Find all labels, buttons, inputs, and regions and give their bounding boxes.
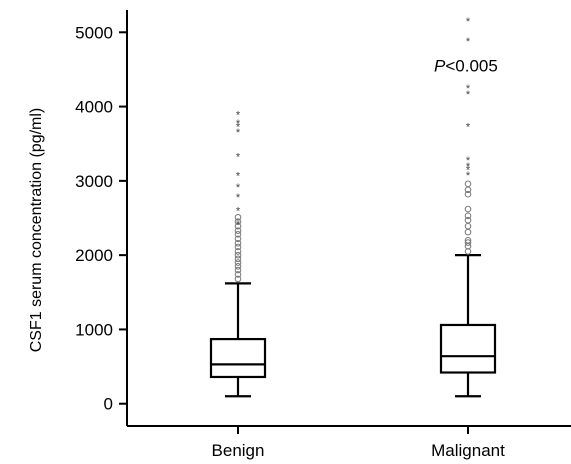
extreme-outlier-point: * bbox=[236, 171, 241, 183]
x-category-label: Benign bbox=[212, 441, 265, 460]
p-value-symbol: P bbox=[434, 57, 446, 76]
extreme-outlier-point: * bbox=[466, 161, 471, 173]
p-value-annotation: P<0.005 bbox=[434, 57, 498, 76]
extreme-outlier-point: * bbox=[236, 206, 241, 218]
extreme-outlier-point: * bbox=[236, 182, 241, 194]
outlier-point bbox=[234, 262, 242, 270]
extreme-outlier-point: * bbox=[236, 127, 241, 139]
outlier-point bbox=[234, 248, 242, 255]
outlier-point bbox=[464, 228, 472, 236]
outlier-point bbox=[234, 275, 242, 283]
iqr-box bbox=[439, 323, 497, 374]
y-tick-label: 1000 bbox=[75, 320, 113, 339]
extreme-outlier-point: * bbox=[466, 16, 471, 28]
box-group-malignant: ********* bbox=[439, 16, 497, 398]
boxes: ******************* bbox=[209, 16, 497, 398]
outlier-point bbox=[234, 235, 242, 243]
outlier-point bbox=[464, 190, 472, 198]
outlier-point bbox=[234, 271, 242, 278]
outlier-point bbox=[234, 222, 242, 230]
box-group-benign: ********** bbox=[209, 110, 267, 398]
outlier-point bbox=[464, 180, 472, 188]
y-axis-title: CSF1 serum concentration (pg/ml) bbox=[28, 108, 45, 353]
y-tick-label: 3000 bbox=[75, 172, 113, 191]
extreme-outlier-point: * bbox=[466, 165, 471, 177]
y-tick-label: 4000 bbox=[75, 98, 113, 117]
extreme-outlier-point: * bbox=[466, 122, 471, 134]
extreme-outlier-point: * bbox=[466, 170, 471, 182]
extreme-outlier-point: * bbox=[466, 83, 471, 95]
outlier-point bbox=[234, 243, 242, 251]
extreme-outlier-point: * bbox=[236, 110, 241, 122]
y-tick-label: 5000 bbox=[75, 23, 113, 42]
outlier-point bbox=[234, 251, 242, 259]
extreme-outlier-point: * bbox=[466, 89, 471, 101]
extreme-outlier-point: * bbox=[236, 192, 241, 204]
outlier-point bbox=[234, 218, 242, 226]
outlier-point bbox=[234, 239, 242, 247]
outlier-point bbox=[234, 255, 242, 263]
extreme-outlier-point: * bbox=[236, 118, 241, 130]
p-value-rest: <0.005 bbox=[445, 57, 497, 76]
axes bbox=[119, 10, 571, 434]
outlier-point bbox=[234, 213, 242, 221]
extreme-outlier-point: * bbox=[236, 151, 241, 163]
outlier-point bbox=[234, 259, 242, 266]
iqr-box bbox=[209, 337, 267, 379]
outlier-point bbox=[234, 227, 242, 234]
y-tick-label: 0 bbox=[104, 395, 113, 414]
outlier-point bbox=[464, 239, 472, 246]
outlier-point bbox=[234, 231, 242, 238]
y-tick-label: 2000 bbox=[75, 246, 113, 265]
outlier-point bbox=[464, 216, 472, 224]
extreme-outlier-point: * bbox=[466, 155, 471, 167]
labels: 0 1000 2000 3000 4000 5000 Benign Malignant bbox=[75, 23, 505, 460]
extreme-outlier-point: * bbox=[236, 219, 241, 231]
outlier-point bbox=[464, 212, 472, 220]
x-category-label: Malignant bbox=[431, 441, 505, 460]
outlier-point bbox=[464, 205, 472, 213]
outlier-point bbox=[464, 236, 472, 244]
extreme-outlier-point: * bbox=[236, 122, 241, 134]
outlier-point bbox=[464, 222, 472, 230]
outlier-point bbox=[234, 266, 242, 274]
extreme-outlier-point: * bbox=[466, 36, 471, 48]
